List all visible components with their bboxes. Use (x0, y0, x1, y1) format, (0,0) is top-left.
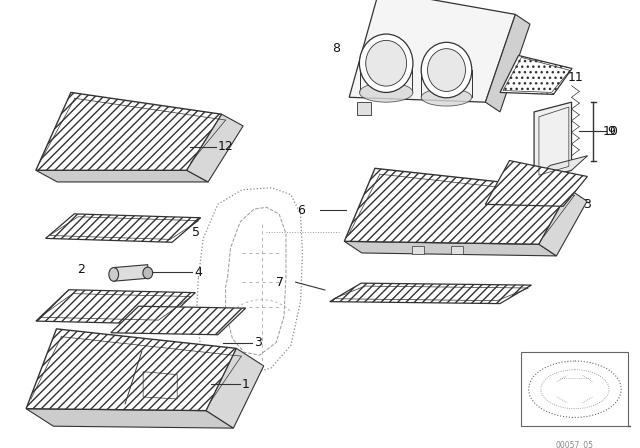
Ellipse shape (109, 267, 118, 281)
Polygon shape (111, 306, 246, 335)
Polygon shape (534, 102, 572, 180)
Text: 9: 9 (607, 125, 616, 138)
Ellipse shape (421, 89, 472, 106)
Polygon shape (26, 329, 236, 411)
Text: 10: 10 (602, 125, 618, 138)
Text: 2: 2 (77, 263, 84, 276)
Polygon shape (36, 170, 208, 182)
Ellipse shape (428, 49, 465, 91)
Polygon shape (500, 56, 572, 95)
Polygon shape (187, 114, 243, 182)
Text: 3: 3 (254, 336, 262, 349)
Polygon shape (330, 283, 531, 304)
Ellipse shape (529, 361, 621, 418)
Ellipse shape (360, 34, 413, 92)
Polygon shape (206, 349, 264, 428)
Text: 1: 1 (242, 378, 250, 391)
Ellipse shape (143, 267, 152, 279)
Polygon shape (344, 241, 556, 256)
Polygon shape (357, 102, 371, 115)
Ellipse shape (365, 40, 406, 86)
Ellipse shape (421, 42, 472, 98)
Polygon shape (485, 160, 588, 206)
Text: 7: 7 (276, 276, 284, 289)
Bar (412, 246, 424, 254)
Text: 8: 8 (332, 42, 340, 55)
Polygon shape (45, 214, 201, 242)
Text: 12: 12 (218, 140, 234, 153)
Ellipse shape (360, 83, 413, 102)
Text: 5: 5 (191, 226, 200, 239)
Polygon shape (26, 409, 234, 428)
Polygon shape (344, 168, 570, 244)
Polygon shape (539, 190, 587, 256)
Polygon shape (114, 265, 148, 281)
Polygon shape (485, 14, 530, 112)
Polygon shape (36, 290, 195, 324)
Text: 3: 3 (582, 198, 591, 211)
Text: 11: 11 (568, 71, 584, 84)
Bar (451, 246, 463, 254)
Polygon shape (534, 156, 588, 180)
Text: 6: 6 (298, 204, 305, 217)
Text: 00057_05: 00057_05 (556, 440, 594, 448)
Polygon shape (36, 92, 221, 170)
Polygon shape (349, 0, 515, 102)
Text: 4: 4 (195, 266, 202, 279)
